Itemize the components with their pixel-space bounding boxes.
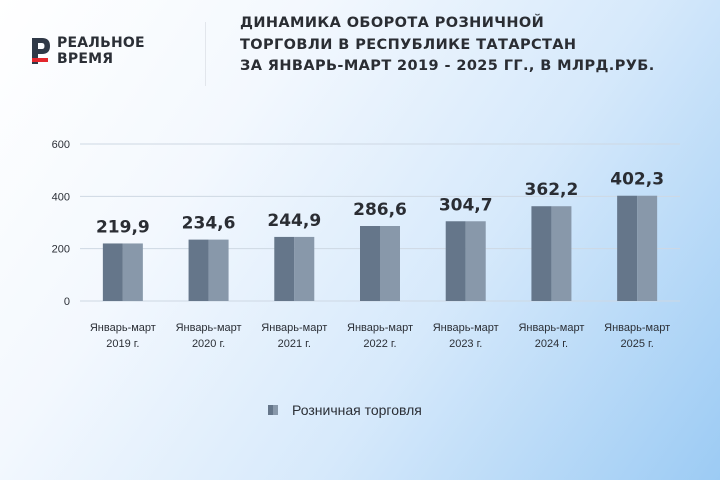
x-tick-label: Январь-март (433, 322, 499, 334)
y-tick-label: 400 (52, 191, 70, 203)
y-tick-label: 0 (64, 296, 70, 308)
x-tick-label: Январь-март (261, 322, 327, 334)
chart-title: ДИНАМИКА ОБОРОТА РОЗНИЧНОЙ ТОРГОВЛИ В РЕ… (240, 13, 700, 78)
title-line-2: ТОРГОВЛИ В РЕСПУБЛИКЕ ТАТАРСТАН (240, 36, 577, 53)
legend-swatch-icon (268, 405, 278, 415)
data-label: 402,3 (610, 170, 664, 190)
x-tick-label: 2022 г. (363, 338, 396, 350)
x-tick-label: 2021 г. (278, 338, 311, 350)
logo-text: РЕАЛЬНОЕ ВРЕМЯ (57, 35, 145, 67)
data-label: 244,9 (267, 211, 321, 231)
x-tick-label: 2020 г. (192, 338, 225, 350)
legend-label: Розничная торговля (292, 402, 422, 418)
bar-left-half (188, 239, 209, 301)
bar-right-half (294, 236, 315, 301)
bar-left-half (445, 221, 466, 301)
data-label: 219,9 (96, 217, 150, 237)
x-tick-label: 2024 г. (535, 338, 568, 350)
bar-left-half (360, 226, 380, 301)
logo-mark-icon (32, 38, 50, 64)
bar-left-half (274, 236, 295, 301)
y-tick-label: 200 (52, 244, 70, 256)
bar-left-half (102, 243, 123, 301)
x-tick-label: Январь-март (518, 322, 584, 334)
y-tick-label: 600 (52, 139, 70, 151)
x-tick-label: 2025 г. (621, 338, 654, 350)
x-tick-label: Январь-март (604, 322, 670, 334)
logo-line-2: ВРЕМЯ (57, 51, 114, 67)
x-tick-label: Январь-март (347, 322, 413, 334)
bar-left-half (617, 195, 638, 301)
title-line-1: ДИНАМИКА ОБОРОТА РОЗНИЧНОЙ (240, 15, 545, 31)
bar-right-half (208, 239, 229, 301)
x-tick-label: 2019 г. (106, 338, 139, 350)
bar-right-half (551, 206, 572, 301)
data-label: 286,6 (353, 200, 407, 220)
data-label: 234,6 (182, 214, 236, 234)
bar-right-half (122, 243, 143, 301)
x-tick-label: Январь-март (176, 322, 242, 334)
bar-right-half (380, 226, 400, 301)
logo: РЕАЛЬНОЕ ВРЕМЯ (30, 35, 200, 70)
title-line-3: ЗА ЯНВАРЬ-МАРТ 2019 - 2025 ГГ., В МЛРД.Р… (240, 58, 655, 74)
x-tick-label: 2023 г. (449, 338, 482, 350)
data-label: 362,2 (525, 180, 579, 200)
data-label: 304,7 (439, 195, 493, 215)
x-tick-label: Январь-март (90, 322, 156, 334)
bar-left-half (531, 206, 552, 301)
bar-right-half (465, 221, 486, 301)
bar-right-half (637, 195, 658, 301)
logo-line-1: РЕАЛЬНОЕ (57, 35, 145, 51)
header-divider (205, 22, 206, 86)
